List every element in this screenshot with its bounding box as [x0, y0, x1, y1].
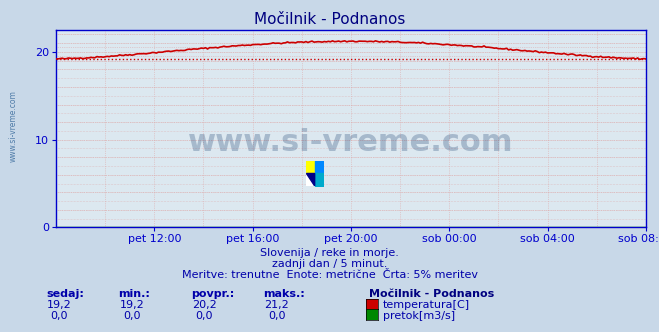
Text: 19,2: 19,2: [47, 300, 72, 310]
Text: povpr.:: povpr.:: [191, 289, 235, 299]
Text: 19,2: 19,2: [119, 300, 144, 310]
Text: 0,0: 0,0: [51, 311, 68, 321]
Text: 20,2: 20,2: [192, 300, 217, 310]
Text: 0,0: 0,0: [268, 311, 285, 321]
Text: www.si-vreme.com: www.si-vreme.com: [188, 128, 513, 157]
Text: zadnji dan / 5 minut.: zadnji dan / 5 minut.: [272, 259, 387, 269]
Text: Močilnik - Podnanos: Močilnik - Podnanos: [254, 12, 405, 27]
Text: www.si-vreme.com: www.si-vreme.com: [9, 90, 18, 162]
Text: 0,0: 0,0: [123, 311, 140, 321]
Text: pretok[m3/s]: pretok[m3/s]: [383, 311, 455, 321]
Text: Slovenija / reke in morje.: Slovenija / reke in morje.: [260, 248, 399, 258]
Text: sedaj:: sedaj:: [46, 289, 84, 299]
Text: min.:: min.:: [119, 289, 150, 299]
Text: temperatura[C]: temperatura[C]: [383, 300, 470, 310]
Text: 21,2: 21,2: [264, 300, 289, 310]
Text: maks.:: maks.:: [264, 289, 305, 299]
Text: 0,0: 0,0: [196, 311, 213, 321]
Polygon shape: [306, 173, 315, 186]
Text: Meritve: trenutne  Enote: metrične  Črta: 5% meritev: Meritve: trenutne Enote: metrične Črta: …: [181, 270, 478, 280]
Text: Močilnik - Podnanos: Močilnik - Podnanos: [369, 289, 494, 299]
